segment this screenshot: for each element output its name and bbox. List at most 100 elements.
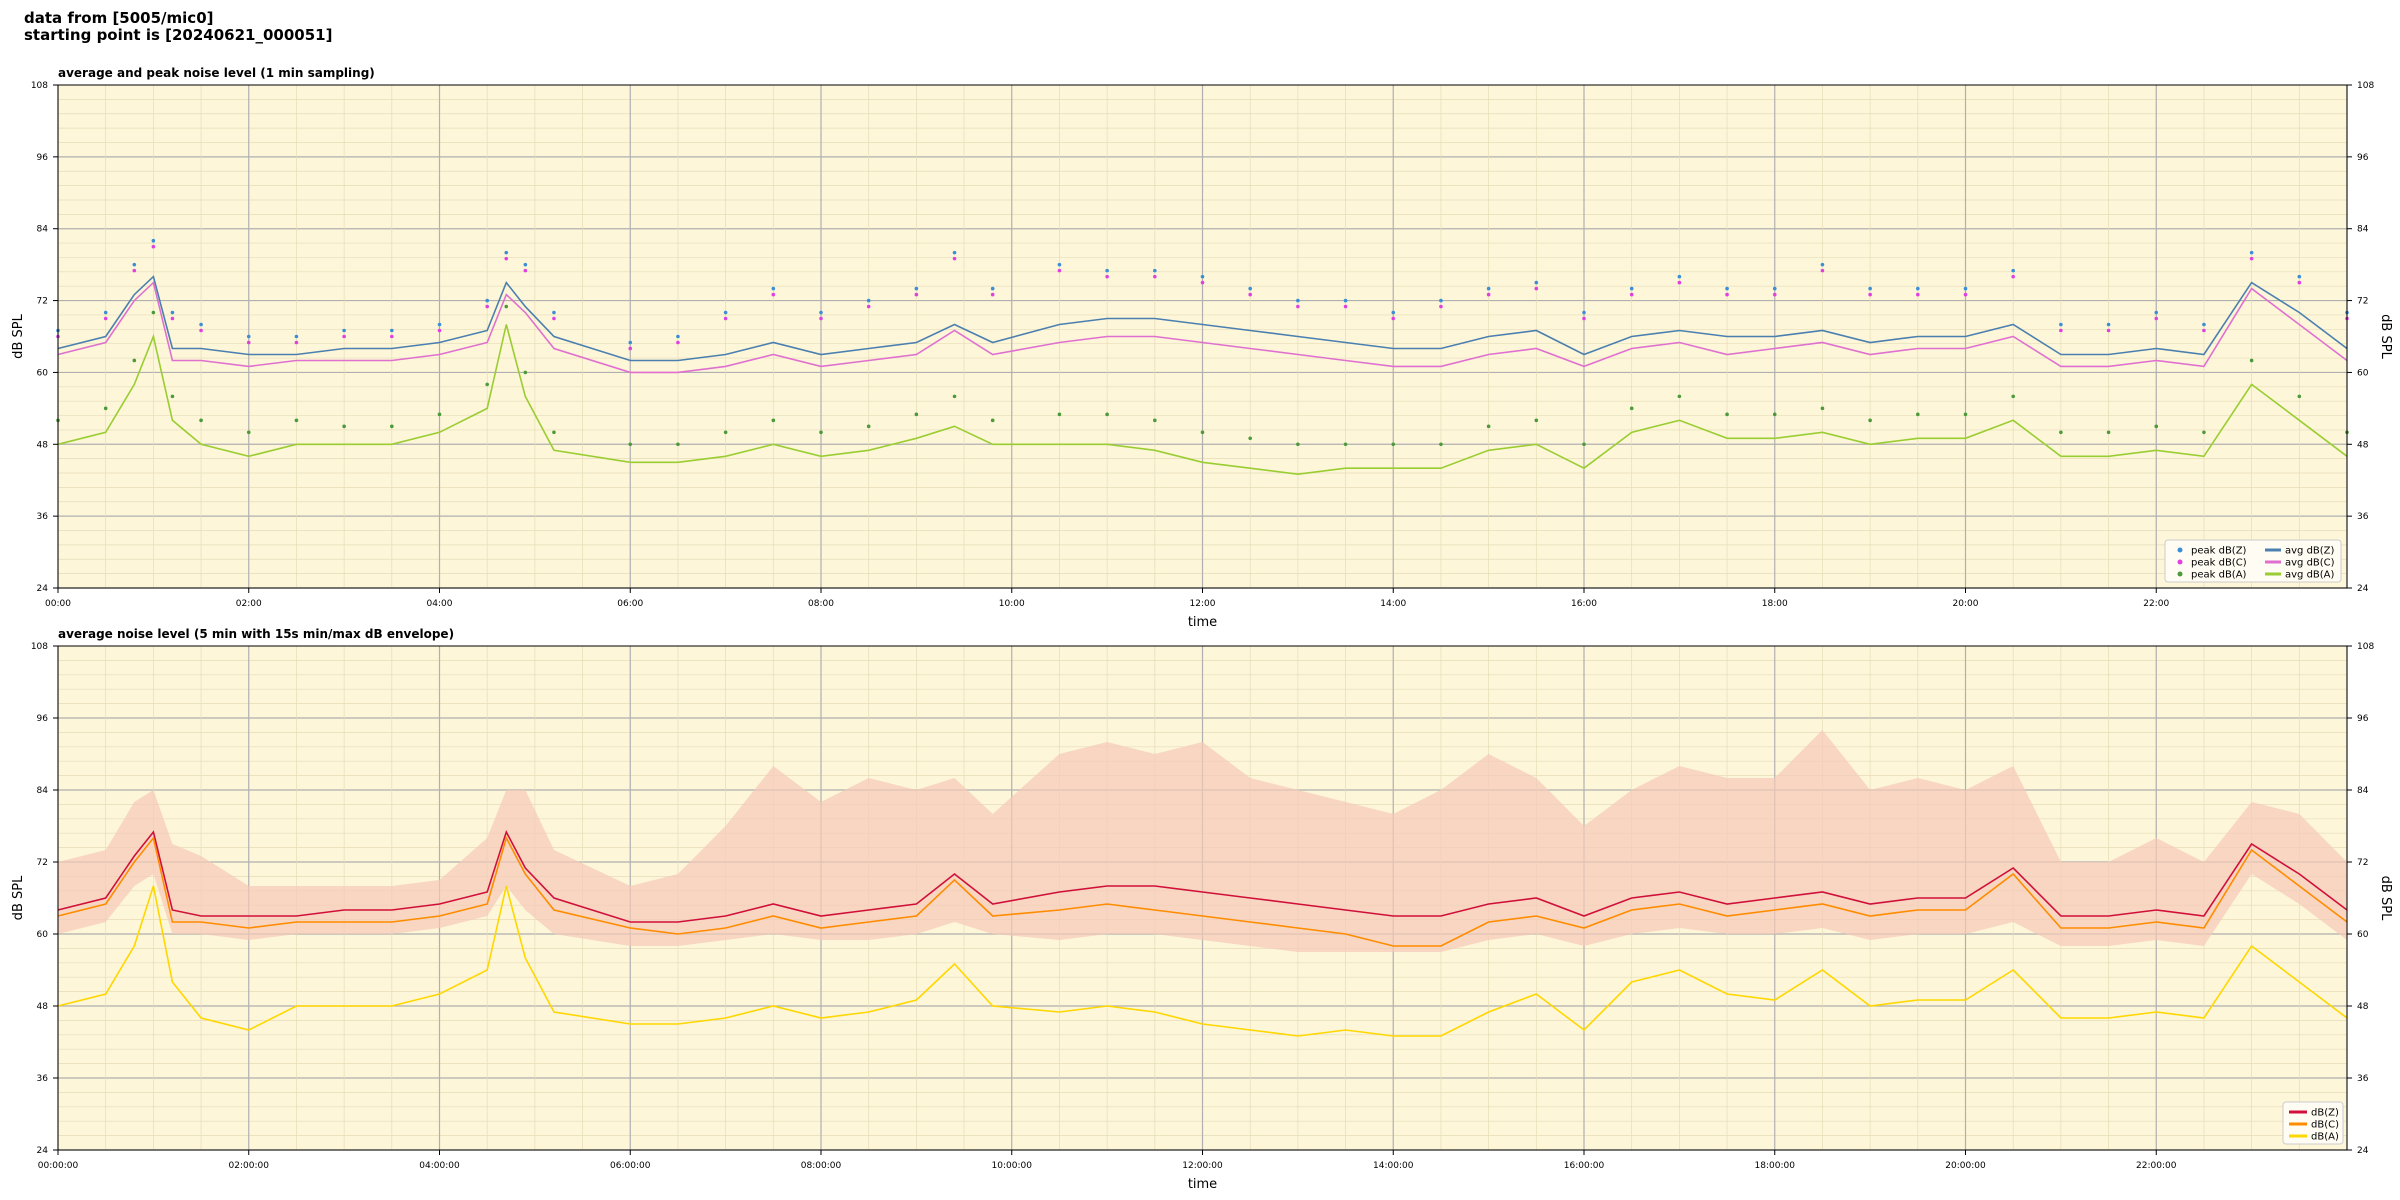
data-point (1439, 304, 1443, 309)
data-point (723, 310, 728, 315)
data-line (57, 829, 2348, 923)
data-point (103, 310, 108, 315)
y-tick-label: 60 (37, 930, 49, 940)
x-tick-label: 20:00:00 (1945, 1161, 1986, 1171)
chart-header: data from [5005/mic0] starting point is … (24, 10, 332, 44)
data-point (523, 268, 528, 273)
data-point (342, 328, 346, 333)
data-point (1868, 418, 1872, 423)
data-point (1820, 268, 1825, 273)
x-tick-label: 22:00 (2143, 599, 2169, 609)
data-point (294, 418, 299, 423)
data-point (485, 382, 489, 387)
y-tick-label: 84 (37, 225, 49, 235)
data-point (1343, 442, 1348, 447)
data-point (2249, 358, 2254, 363)
data-point (390, 424, 394, 429)
data-point (1868, 292, 1872, 297)
data-point (1582, 442, 1586, 447)
data-point (1677, 274, 1682, 279)
chart-title: average noise level (5 min with 15s min/… (58, 627, 454, 641)
series-db-z (57, 829, 2348, 923)
data-line (57, 835, 2348, 947)
data-point (523, 262, 528, 267)
data-point (914, 412, 919, 417)
data-point (2154, 424, 2159, 429)
data-line (57, 885, 2348, 1037)
data-point (1153, 274, 1157, 279)
y-tick-label: 36 (37, 1074, 49, 1084)
data-point (246, 430, 251, 435)
y-tick-label: 108 (31, 81, 48, 91)
y-tick-label: 60 (37, 368, 49, 378)
x-tick-label: 04:00 (427, 599, 453, 609)
y-tick-label: 108 (2357, 81, 2374, 91)
y-tick-label: 48 (2357, 440, 2369, 450)
data-point (151, 238, 156, 243)
data-point (437, 328, 442, 333)
data-point (1916, 412, 1920, 417)
data-point (342, 424, 346, 429)
data-point (1439, 298, 1443, 303)
data-point (1105, 412, 1109, 417)
data-point (1677, 280, 1682, 285)
data-point (1200, 280, 1205, 285)
y-tick-label: 72 (37, 297, 48, 307)
data-point (2297, 274, 2302, 279)
data-point (2059, 430, 2063, 435)
data-point (1486, 292, 1491, 297)
x-tick-label: 04:00:00 (419, 1161, 460, 1171)
data-point (2249, 250, 2254, 255)
data-point (523, 370, 528, 375)
data-point (2011, 268, 2015, 273)
data-point (294, 340, 299, 345)
data-point (199, 328, 203, 333)
y-tick-label: 84 (2357, 786, 2369, 796)
data-point (103, 316, 108, 321)
y-tick-label: 108 (31, 642, 48, 652)
x-tick-label: 14:00:00 (1373, 1161, 1414, 1171)
legend-label: dB(C) (2311, 1120, 2339, 1131)
data-line (57, 281, 2348, 374)
series-db-c (57, 835, 2348, 947)
data-point (1439, 442, 1443, 447)
data-point (437, 412, 442, 417)
y-tick-label: 96 (2357, 153, 2369, 163)
data-point (2202, 328, 2206, 333)
x-tick-label: 18:00 (1762, 599, 1788, 609)
data-point (1629, 406, 1634, 411)
data-point (1296, 298, 1300, 303)
x-tick-label: 20:00 (1953, 599, 1979, 609)
data-point (1629, 286, 1634, 291)
data-point (246, 340, 251, 345)
y-tick-label: 48 (37, 440, 49, 450)
data-point (628, 346, 633, 351)
y-tick-label: 72 (2357, 297, 2368, 307)
data-point (1772, 412, 1777, 417)
data-point (676, 442, 680, 447)
data-point (2106, 430, 2111, 435)
data-point (1057, 262, 1062, 267)
y-tick-label: 36 (2357, 512, 2369, 522)
data-point (437, 322, 442, 327)
chart-title: average and peak noise level (1 min samp… (58, 66, 375, 80)
data-point (1534, 418, 1539, 423)
data-point (914, 286, 919, 291)
x-tick-label: 18:00:00 (1755, 1161, 1796, 1171)
chart-peak-average: 24 24 36 36 48 48 60 60 72 72 84 84 96 96 108 108 00:00 0… (11, 66, 2393, 630)
y-tick-label: 84 (2357, 225, 2369, 235)
data-point (1343, 298, 1348, 303)
data-point (819, 316, 823, 321)
y-tick-label: 96 (37, 714, 49, 724)
data-point (2202, 322, 2206, 327)
series-avg-db-c (57, 281, 2348, 374)
data-point (1963, 286, 1968, 291)
data-point (1343, 304, 1348, 309)
data-point (2249, 256, 2254, 261)
data-point (170, 310, 175, 315)
data-point (132, 358, 137, 363)
data-point (1725, 412, 1729, 417)
chart-average-envelope: 24 24 36 36 48 48 60 60 72 72 84 84 96 96 108 108 00:00:… (11, 627, 2393, 1192)
data-point (1391, 310, 1396, 315)
data-point (2202, 430, 2206, 435)
